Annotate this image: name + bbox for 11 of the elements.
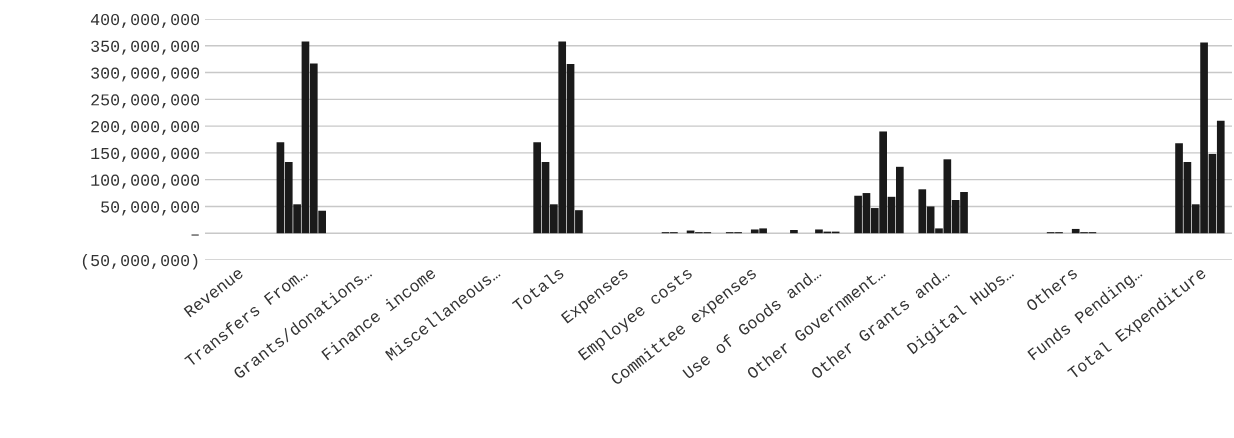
y-tick-label: 50,000,000 bbox=[101, 201, 200, 216]
y-tick-label: 250,000,000 bbox=[91, 94, 200, 109]
y-tick-label: 100,000,000 bbox=[91, 174, 200, 189]
y-tick-label: 300,000,000 bbox=[91, 67, 200, 82]
y-tick-label: 400,000,000 bbox=[90, 13, 200, 28]
y-tick-label: 150,000,000 bbox=[91, 147, 200, 162]
y-tick-label: 200,000,000 bbox=[91, 121, 200, 136]
y-tick-label: – bbox=[191, 234, 199, 236]
y-tick-label: 350,000,000 bbox=[91, 40, 200, 55]
y-tick-label: (50,000,000) bbox=[82, 253, 198, 270]
bar bbox=[790, 230, 798, 234]
